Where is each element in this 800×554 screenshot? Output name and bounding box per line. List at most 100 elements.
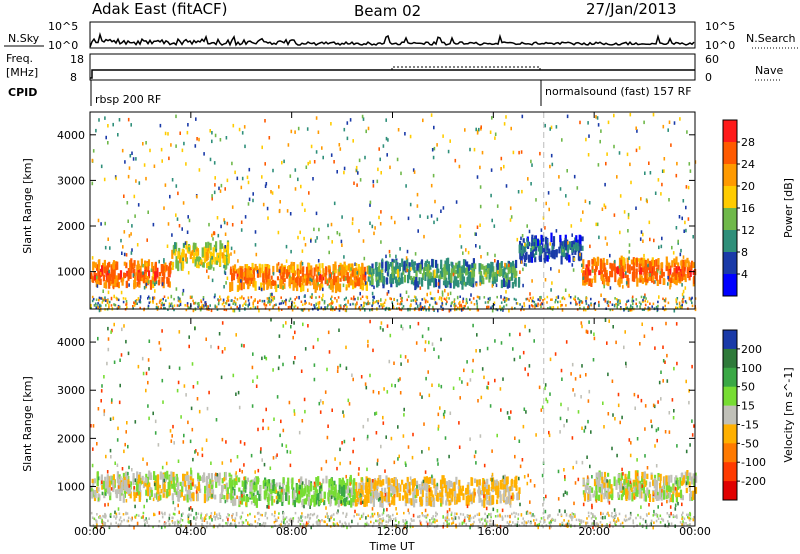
power-cell [521, 189, 523, 194]
power-cell [509, 218, 512, 222]
power-cell [201, 305, 204, 309]
power-cell [490, 264, 493, 273]
power-cell [152, 296, 154, 300]
velocity-cell [385, 475, 388, 484]
power-cell [423, 267, 426, 276]
power-cell [579, 244, 582, 249]
power-cell [652, 112, 655, 117]
power-cell [523, 308, 525, 311]
velocity-cell [379, 475, 382, 485]
power-cell [283, 278, 286, 283]
velocity-cell [407, 359, 409, 363]
power-cell [113, 303, 115, 306]
velocity-cell [304, 347, 307, 351]
power-cell [357, 296, 359, 301]
power-cell [315, 150, 318, 154]
velocity-cell [577, 410, 580, 414]
power-cell [396, 307, 398, 310]
power-cell [343, 166, 346, 171]
velocity-cell [494, 378, 496, 383]
power-cell [421, 273, 425, 280]
power-cell [294, 278, 297, 283]
power-cell [156, 306, 159, 310]
power-cell [171, 233, 173, 237]
power-cell [449, 280, 452, 289]
power-cell [446, 264, 449, 273]
power-cell [151, 262, 154, 269]
nave-label: Nave [755, 64, 783, 77]
power-cell [197, 256, 200, 262]
power-cell [147, 297, 149, 300]
velocity-cell [171, 434, 173, 438]
power-cell [145, 282, 148, 287]
velocity-cell [524, 324, 526, 329]
power-cell [147, 210, 149, 214]
power-cell [650, 259, 654, 266]
power-cell [675, 173, 678, 178]
velocity-cell [244, 489, 247, 493]
power-cell [619, 300, 621, 303]
power-cell [306, 278, 309, 286]
power-cell [644, 299, 646, 303]
velocity-cell [240, 496, 243, 503]
velocity-cell [344, 486, 347, 494]
power-ytick-label: 2000 [57, 220, 85, 233]
velocity-cell [141, 356, 144, 361]
power-cell [626, 152, 629, 157]
power-cell [289, 305, 291, 309]
velocity-cell [427, 477, 430, 485]
power-cell [467, 274, 470, 284]
power-cell [679, 117, 681, 121]
power-cell [441, 268, 444, 278]
power-cell [318, 306, 320, 309]
power-cell [327, 235, 330, 240]
velocity-cell [206, 494, 209, 502]
power-cell [562, 296, 565, 299]
power-cell [648, 161, 650, 165]
velocity-cell [637, 480, 640, 490]
power-cell [250, 270, 253, 274]
velocity-cell [504, 499, 507, 505]
power-cell [352, 297, 355, 301]
power-cell [582, 270, 585, 276]
velocity-cell [461, 380, 463, 384]
power-cell [583, 278, 586, 283]
velocity-cell [149, 492, 151, 497]
power-cell [299, 230, 301, 235]
power-cell [340, 306, 342, 310]
velocity-cell [473, 454, 476, 459]
power-cell [90, 272, 93, 277]
power-cell [546, 243, 549, 251]
velocity-cell [258, 493, 261, 501]
power-cell [209, 242, 212, 250]
power-cell [247, 299, 250, 302]
power-cell [550, 153, 553, 158]
power-cell [154, 282, 156, 286]
velocity-cell [204, 485, 207, 494]
power-cell [672, 251, 675, 255]
power-cell [328, 303, 331, 306]
power-cell [527, 254, 531, 263]
power-cell [125, 303, 127, 306]
velocity-cell [425, 476, 427, 481]
velocity-cell [293, 498, 296, 504]
power-cell [375, 273, 378, 282]
velocity-cell [116, 477, 119, 484]
power-cell [493, 276, 496, 284]
power-cell [167, 266, 170, 275]
power-cell [325, 266, 328, 276]
power-cell [412, 276, 415, 282]
power-cell [108, 303, 110, 307]
power-cell [581, 263, 583, 268]
power-cell [346, 305, 348, 309]
power-cell [118, 118, 121, 122]
power-cell [493, 301, 496, 304]
velocity-cell [396, 487, 399, 498]
power-cell [555, 298, 557, 302]
power-cell [676, 161, 678, 166]
power-cell [505, 303, 508, 307]
velocity-cell [489, 495, 492, 506]
power-cell [327, 265, 330, 273]
velocity-cell [184, 494, 187, 501]
velocity-cell [421, 487, 424, 497]
